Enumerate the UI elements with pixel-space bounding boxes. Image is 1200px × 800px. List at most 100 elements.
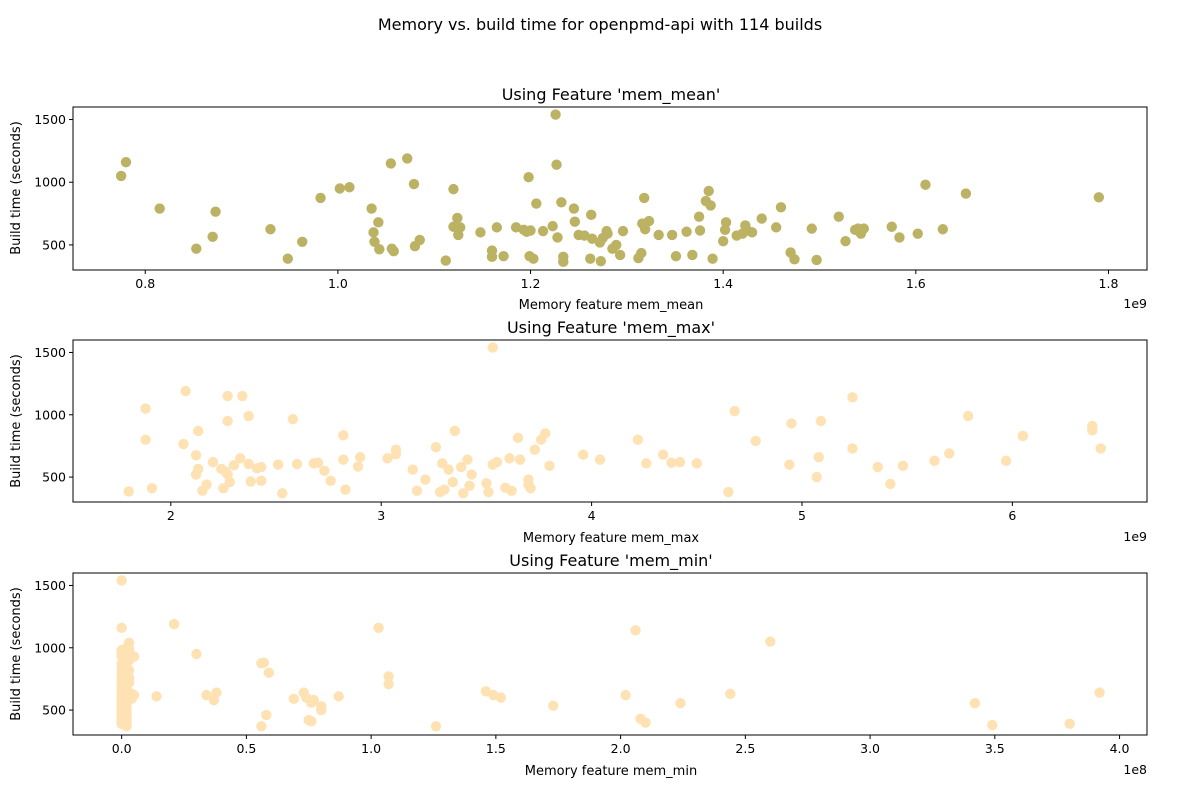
scatter-point xyxy=(256,461,267,473)
scatter-point xyxy=(190,450,202,461)
scatter-point xyxy=(687,249,698,261)
x-tick-label: 1.8 xyxy=(1099,276,1119,291)
x-tick-label: 3.5 xyxy=(985,741,1005,756)
scatter-point xyxy=(211,687,222,698)
scatter-point xyxy=(586,233,598,244)
scatter-point xyxy=(872,461,883,473)
scatter-point xyxy=(192,425,204,437)
y-tick-label: 1000 xyxy=(34,640,66,655)
scatter-point xyxy=(630,625,641,636)
scatter-point xyxy=(577,449,589,460)
scatter-point xyxy=(504,453,515,464)
scatter-point xyxy=(256,475,267,487)
scatter-point xyxy=(128,689,140,701)
scatter-point xyxy=(556,197,567,208)
scatter-point xyxy=(316,704,327,716)
scatter-point xyxy=(937,224,948,235)
scatter-point xyxy=(277,488,288,499)
x-tick-label: 1.6 xyxy=(906,276,926,291)
scatter-point xyxy=(481,478,492,489)
y-tick-label: 500 xyxy=(42,237,66,252)
scatter-point xyxy=(537,225,549,237)
x-tick-label: 1.5 xyxy=(486,741,506,756)
scatter-point xyxy=(408,178,420,190)
scatter-point xyxy=(258,657,270,668)
scatter-point xyxy=(847,392,858,403)
plot-frame xyxy=(72,572,1148,736)
scatter-point xyxy=(487,342,498,353)
scatter-point xyxy=(786,418,797,429)
scatter-point xyxy=(168,618,180,630)
scatter-point xyxy=(383,678,394,690)
scatter-point xyxy=(116,622,127,634)
scatter-point xyxy=(414,234,425,246)
figure-suptitle: Memory vs. build time for openpmd-api wi… xyxy=(378,15,822,34)
scatter-point xyxy=(430,721,442,732)
scatter-point xyxy=(638,192,650,204)
y-axis-label: Build time (seconds) xyxy=(9,121,24,255)
scatter-point xyxy=(291,458,303,470)
scatter-point xyxy=(746,227,758,238)
y-ticks: 500 1000 1500 xyxy=(34,112,73,252)
scatter-point xyxy=(920,179,931,190)
scatter-point xyxy=(333,691,344,702)
scatter-point xyxy=(228,460,240,471)
scatter-point xyxy=(694,225,706,236)
scatter-point xyxy=(222,415,233,427)
scatter-point xyxy=(201,689,212,701)
scatter-point xyxy=(458,488,469,499)
scatter-point xyxy=(430,441,442,453)
scatter-point xyxy=(374,244,385,255)
scatter-point xyxy=(224,476,235,488)
scatter-point xyxy=(338,454,349,465)
scatter-point xyxy=(894,232,905,243)
x-tick-label: 1.0 xyxy=(361,741,381,756)
scatter-point xyxy=(962,410,974,422)
scatter-point xyxy=(528,253,539,264)
scatter-point xyxy=(448,183,459,195)
scatter-point xyxy=(833,211,844,222)
scatter-point xyxy=(1087,425,1098,436)
plot-frame xyxy=(72,106,1148,271)
scatter-point xyxy=(784,459,795,470)
scatter-point xyxy=(388,245,399,257)
scatter-point xyxy=(897,460,909,472)
scatter-point xyxy=(548,700,559,711)
y-axis-label: Build time (seconds) xyxy=(9,587,24,721)
scatter-point xyxy=(640,717,651,728)
scatter-point xyxy=(146,483,158,494)
scatter-point xyxy=(611,239,622,251)
scatter-point xyxy=(140,434,151,445)
x-tick-label: 4 xyxy=(588,508,596,523)
scatter-point xyxy=(407,464,418,475)
scatter-point xyxy=(886,221,897,232)
scatter-point xyxy=(811,471,822,483)
scatter-point xyxy=(475,227,486,238)
scatter-point xyxy=(452,212,463,224)
y-ticks: 500 1000 1500 xyxy=(34,345,73,485)
scatter-point xyxy=(540,428,551,439)
scatter-point xyxy=(123,486,134,497)
scatter-point xyxy=(586,209,597,221)
scatter-point xyxy=(691,458,702,469)
scatter-point xyxy=(115,170,127,182)
scatter-point xyxy=(373,217,384,228)
scatter-point xyxy=(207,231,218,242)
scatter-point xyxy=(382,453,393,464)
scatter-point xyxy=(191,243,202,254)
scatter-point xyxy=(449,425,461,437)
scatter-point xyxy=(558,256,569,268)
scatter-point xyxy=(653,229,664,241)
scatter-point xyxy=(178,438,189,450)
scatter-point xyxy=(334,183,346,194)
y-tick-label: 1000 xyxy=(34,407,66,422)
scatter-point xyxy=(717,235,729,247)
x-offset-text: 1e8 xyxy=(1123,762,1147,777)
scatter-point xyxy=(620,689,631,701)
y-tick-label: 1500 xyxy=(34,112,66,127)
scatter-point xyxy=(703,185,714,197)
scatter-point xyxy=(720,217,732,228)
scatter-point xyxy=(729,405,740,417)
scatter-point xyxy=(594,454,606,465)
scatter-point xyxy=(486,251,498,263)
